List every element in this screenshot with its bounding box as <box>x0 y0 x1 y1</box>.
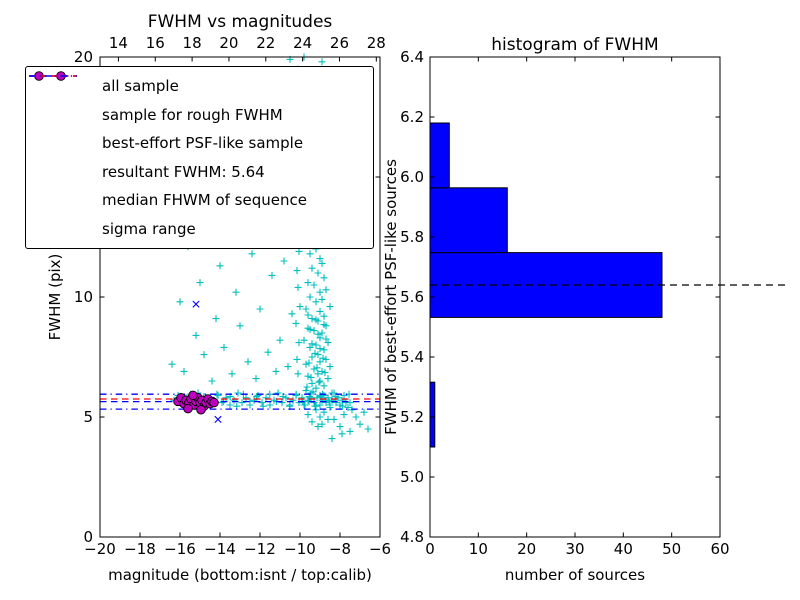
tick-label: −8 <box>329 540 351 558</box>
legend-label: resultant FWHM: 5.64 <box>102 162 265 181</box>
tick-label: 4.8 <box>400 528 424 546</box>
tick-label: 24 <box>293 34 312 52</box>
tick-label: 40 <box>614 540 633 558</box>
tick-label: 0 <box>425 540 435 558</box>
psf-sample-point <box>196 405 206 415</box>
tick-label: 50 <box>662 540 681 558</box>
tick-label: 28 <box>367 34 386 52</box>
legend-item: resultant FWHM: 5.64 <box>29 75 367 187</box>
tick-label: 5.0 <box>400 468 424 486</box>
tick-label: −14 <box>204 540 236 558</box>
tick-label: 6.4 <box>400 48 424 66</box>
psf-sample-point <box>183 403 193 414</box>
left-plot-xlabel: magnitude (bottom:isnt / top:calib) <box>108 566 372 584</box>
legend-label: sigma range <box>102 219 196 238</box>
tick-label: 6.2 <box>400 108 424 126</box>
tick-label: 5.6 <box>400 288 424 306</box>
left-plot-title: FWHM vs magnitudes <box>148 12 333 32</box>
legend-label: all sample <box>102 77 179 96</box>
histogram-bar <box>429 122 450 189</box>
tick-label: 60 <box>710 540 729 558</box>
right-plot-title: histogram of FWHM <box>491 35 658 55</box>
histogram-bar <box>429 187 508 254</box>
tick-label: −20 <box>84 540 116 558</box>
legend-item: sample for rough FWHM <box>35 72 367 130</box>
tick-label: 20 <box>74 48 93 66</box>
tick-label: 16 <box>146 34 165 52</box>
tick-label: 5.2 <box>400 408 424 426</box>
tick-label: 5 <box>83 408 93 426</box>
tick-label: 5.8 <box>400 228 424 246</box>
tick-label: −18 <box>124 540 156 558</box>
tick-label: 14 <box>109 34 128 52</box>
legend-item: median FHWM of sequence <box>29 75 367 215</box>
tick-label: −6 <box>369 540 391 558</box>
right-plot-xlabel: number of sources <box>505 566 645 584</box>
histogram-bar <box>429 381 436 448</box>
tick-label: −12 <box>244 540 276 558</box>
tick-label: 22 <box>256 34 275 52</box>
psf-sample-point <box>188 390 198 401</box>
legend-label: sample for rough FWHM <box>102 105 283 124</box>
tick-label: −10 <box>284 540 316 558</box>
left-plot-ylabel: FWHM (pix) <box>46 254 64 341</box>
right-plot-ylabel: FWHM of best-effort PSF-like sources <box>382 159 400 435</box>
tick-label: 20 <box>219 34 238 52</box>
tick-label: 0 <box>83 528 93 546</box>
legend-item: sigma range <box>29 75 367 244</box>
legend-label: best-effort PSF-like sample <box>102 134 304 153</box>
legend-item: all sample <box>35 72 367 101</box>
tick-label: 20 <box>517 540 536 558</box>
tick-label: 30 <box>565 540 584 558</box>
tick-label: 18 <box>183 34 202 52</box>
tick-label: 6.0 <box>400 168 424 186</box>
legend-item: best-effort PSF-like sample <box>34 71 367 158</box>
psf-sample-point <box>209 397 219 408</box>
tick-label: 10 <box>469 540 488 558</box>
tick-label: −16 <box>164 540 196 558</box>
tick-label: 26 <box>330 34 349 52</box>
tick-label: 5.4 <box>400 348 424 366</box>
legend: all sample sample for rough FWHM best-effo… <box>25 66 374 249</box>
legend-label: median FHWM of sequence <box>102 191 307 210</box>
tick-label: 10 <box>74 288 93 306</box>
